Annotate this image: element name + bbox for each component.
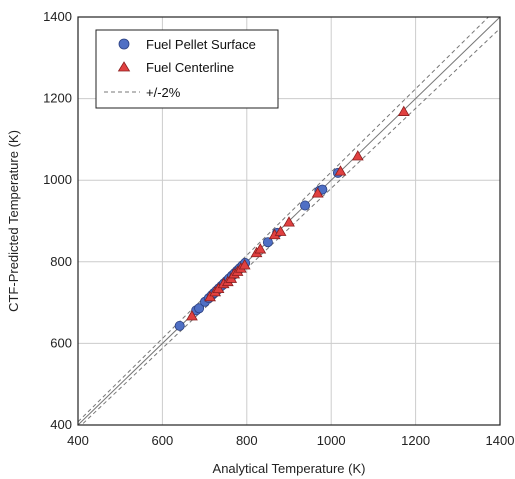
x-tick-label-0: 400 <box>67 433 89 448</box>
centerline-point-14 <box>274 225 287 236</box>
legend: Fuel Pellet Surface Fuel Centerline +/-2… <box>95 29 279 109</box>
centerline-point-18 <box>351 150 364 161</box>
centerline-point-15 <box>283 216 295 227</box>
centerline-point-0 <box>186 310 198 321</box>
x-axis-label: Analytical Temperature (K) <box>213 461 366 476</box>
x-tick-label-1: 600 <box>152 433 174 448</box>
y-tick-labels: 400 600 800 1000 1200 1400 <box>43 9 72 432</box>
x-tick-label-3: 1000 <box>317 433 346 448</box>
legend-surface-marker <box>118 38 130 50</box>
x-tick-label-2: 800 <box>236 433 258 448</box>
y-tick-label-0: 400 <box>50 417 72 432</box>
surface-point-2 <box>194 303 205 314</box>
upper-band-line <box>78 17 490 423</box>
surface-point-0 <box>174 320 185 331</box>
lower-band-line <box>80 28 500 425</box>
y-axis-label: CTF-Predicted Temperature (K) <box>6 130 21 312</box>
centerline-point-10 <box>238 259 251 270</box>
plot-frame <box>77 16 501 426</box>
y-tick-label-2: 800 <box>50 254 72 269</box>
data-markers <box>174 105 410 331</box>
y-tick-label-3: 1000 <box>43 172 72 187</box>
centerline-point-19 <box>397 105 410 116</box>
legend-centerline-label: Fuel Centerline <box>146 60 234 75</box>
x-tick-label-4: 1200 <box>401 433 430 448</box>
centerline-point-17 <box>334 165 347 176</box>
surface-point-21 <box>300 200 311 211</box>
centerline-point-12 <box>254 243 267 254</box>
legend-band-label: +/-2% <box>146 85 181 100</box>
y-tick-label-1: 600 <box>50 335 72 350</box>
surface-point-19 <box>262 237 273 248</box>
legend-surface-label: Fuel Pellet Surface <box>146 37 256 52</box>
centerline-point-16 <box>311 187 324 198</box>
y-tick-label-5: 1400 <box>43 9 72 24</box>
legend-centerline-marker <box>117 61 131 72</box>
x-tick-label-5: 1400 <box>486 433 515 448</box>
x-tick-labels: 400 600 800 1000 1200 1400 <box>67 433 514 448</box>
y-tick-label-4: 1200 <box>43 91 72 106</box>
